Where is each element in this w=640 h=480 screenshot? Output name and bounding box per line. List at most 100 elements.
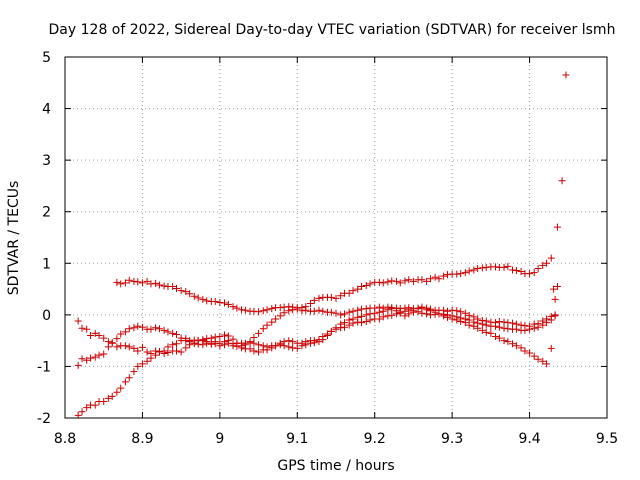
data-point <box>443 271 451 279</box>
data-point <box>229 303 237 311</box>
data-point <box>302 306 310 314</box>
data-point <box>354 306 362 314</box>
data-point <box>388 305 396 313</box>
data-point <box>551 295 559 303</box>
data-point <box>492 263 500 271</box>
data-point <box>500 263 508 271</box>
data-point <box>550 285 558 293</box>
data-point <box>134 278 142 286</box>
data-point <box>354 285 362 293</box>
data-point <box>255 308 263 316</box>
data-point <box>453 307 461 315</box>
data-point <box>366 310 374 318</box>
data-point <box>362 305 370 313</box>
data-point <box>362 281 370 289</box>
data-point <box>152 324 160 332</box>
data-point <box>241 339 249 347</box>
data-point <box>539 321 547 329</box>
data-point <box>272 342 280 350</box>
data-point <box>108 392 116 400</box>
data-point <box>358 305 366 313</box>
y-tick-label: 2 <box>42 205 51 221</box>
data-point <box>482 263 490 271</box>
data-point <box>289 306 297 314</box>
data-point <box>289 338 297 346</box>
data-point <box>95 351 103 359</box>
data-point <box>384 312 392 320</box>
data-point <box>190 339 198 347</box>
data-point <box>160 350 168 358</box>
data-point <box>155 325 163 333</box>
data-point <box>108 339 116 347</box>
data-point <box>509 266 517 274</box>
data-point <box>440 272 448 280</box>
data-point <box>263 321 271 329</box>
data-point <box>547 316 555 324</box>
data-point <box>229 340 237 348</box>
y-tick-label: 0 <box>42 308 51 324</box>
data-point <box>78 408 86 416</box>
data-point <box>259 325 267 333</box>
data-point <box>250 347 258 355</box>
data-point <box>155 281 163 289</box>
data-point <box>332 294 340 302</box>
data-point <box>74 361 82 369</box>
data-point <box>482 321 490 329</box>
data-point <box>130 368 138 376</box>
data-point <box>113 278 121 286</box>
data-point <box>362 318 370 326</box>
data-point <box>405 276 413 284</box>
y-tick-label: 5 <box>42 50 51 66</box>
data-point <box>285 343 293 351</box>
data-point <box>487 329 495 337</box>
data-point <box>423 277 431 285</box>
data-point <box>280 338 288 346</box>
data-point <box>358 282 366 290</box>
data-point <box>78 324 86 332</box>
data-point <box>100 350 108 358</box>
data-point <box>414 308 422 316</box>
data-point <box>104 394 112 402</box>
data-point <box>371 309 379 317</box>
data-point <box>169 329 177 337</box>
data-point <box>457 308 465 316</box>
data-point <box>130 344 138 352</box>
data-point <box>345 316 353 324</box>
series-track-4 <box>74 305 559 419</box>
data-point <box>143 348 151 356</box>
data-point <box>160 326 168 334</box>
data-point <box>306 300 314 308</box>
data-point <box>276 304 284 312</box>
data-point <box>272 315 280 323</box>
data-point <box>91 353 99 361</box>
data-point <box>558 177 566 185</box>
data-point <box>539 261 547 269</box>
data-point <box>354 313 362 321</box>
data-point <box>164 349 172 357</box>
data-point <box>121 328 129 336</box>
data-point <box>315 306 323 314</box>
data-point <box>125 343 133 351</box>
data-point <box>448 312 456 320</box>
data-point <box>521 326 529 334</box>
data-point <box>138 323 146 331</box>
data-point <box>539 357 547 365</box>
data-point <box>268 318 276 326</box>
data-point <box>465 316 473 324</box>
data-point <box>203 338 211 346</box>
data-point <box>121 378 129 386</box>
data-point <box>500 337 508 345</box>
x-tick-label: 8.8 <box>54 431 76 447</box>
data-point <box>492 322 500 330</box>
data-point <box>517 268 525 276</box>
data-point <box>255 341 263 349</box>
data-point <box>233 304 241 312</box>
data-point <box>138 360 146 368</box>
data-point <box>276 312 284 320</box>
data-point <box>418 309 426 317</box>
data-point <box>83 404 91 412</box>
data-point <box>453 270 461 278</box>
data-point <box>125 325 133 333</box>
data-point <box>160 282 168 290</box>
data-point <box>478 326 486 334</box>
